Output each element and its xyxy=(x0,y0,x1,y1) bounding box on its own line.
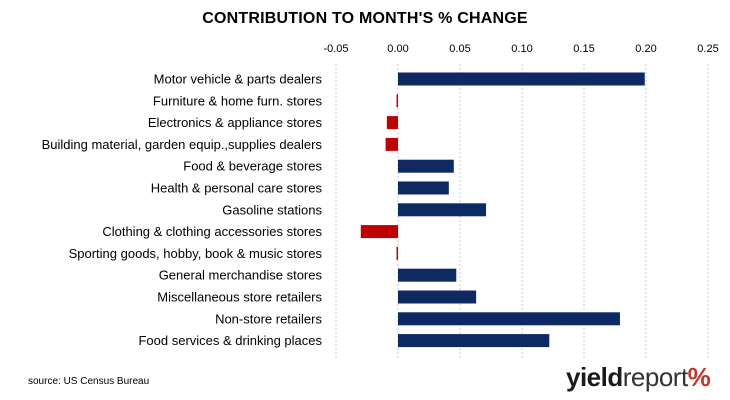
bar xyxy=(360,225,398,239)
category-label: Food & beverage stores xyxy=(183,159,322,174)
x-tick-label: 0.05 xyxy=(449,43,470,55)
category-label: Miscellaneous store retailers xyxy=(157,290,322,305)
x-tick-label: 0.00 xyxy=(387,43,408,55)
x-tick-label: 0.15 xyxy=(573,43,594,55)
x-tick-labels: -0.05 0.00 0.05 0.10 0.15 0.20 0.25 xyxy=(323,43,718,55)
x-tick-label: 0.25 xyxy=(697,43,718,55)
logo-yield-text: yield xyxy=(566,362,623,392)
bar xyxy=(398,181,449,195)
bar xyxy=(398,334,550,348)
category-label: Non-store retailers xyxy=(215,311,322,326)
bars xyxy=(360,72,645,348)
category-label: Sporting goods, hobby, book & music stor… xyxy=(69,246,323,261)
category-label: Gasoline stations xyxy=(222,202,322,217)
bar xyxy=(396,94,398,108)
bar xyxy=(398,268,457,282)
category-label: Motor vehicle & parts dealers xyxy=(154,72,323,87)
chart-title: CONTRIBUTION TO MONTH'S % CHANGE xyxy=(202,10,528,27)
bar xyxy=(398,72,645,86)
bar xyxy=(398,290,477,304)
bar xyxy=(396,246,398,260)
grid-lines xyxy=(335,64,709,360)
bar xyxy=(386,116,398,130)
logo-percent-icon: % xyxy=(687,362,711,392)
x-tick-label: -0.05 xyxy=(323,43,348,55)
category-label: Clothing & clothing accessories stores xyxy=(102,224,322,239)
x-tick-label: 0.20 xyxy=(635,43,656,55)
category-label: General merchandise stores xyxy=(159,268,323,283)
bar xyxy=(398,159,454,173)
bar xyxy=(398,203,487,217)
source-note: source: US Census Bureau xyxy=(28,376,150,387)
category-label: Health & personal care stores xyxy=(151,181,323,196)
yieldreport-logo: yieldreport% xyxy=(566,362,711,393)
x-tick-label: 0.10 xyxy=(511,43,532,55)
bar xyxy=(398,312,620,326)
category-label: Food services & drinking places xyxy=(138,333,322,348)
bar xyxy=(385,137,398,151)
category-label: Building material, garden equip.,supplie… xyxy=(42,137,323,152)
category-label: Furniture & home furn. stores xyxy=(153,93,323,108)
logo-report-text: report xyxy=(622,362,688,392)
category-label: Electronics & appliance stores xyxy=(148,115,323,130)
category-labels: Motor vehicle & parts dealers Furniture &… xyxy=(42,72,323,349)
